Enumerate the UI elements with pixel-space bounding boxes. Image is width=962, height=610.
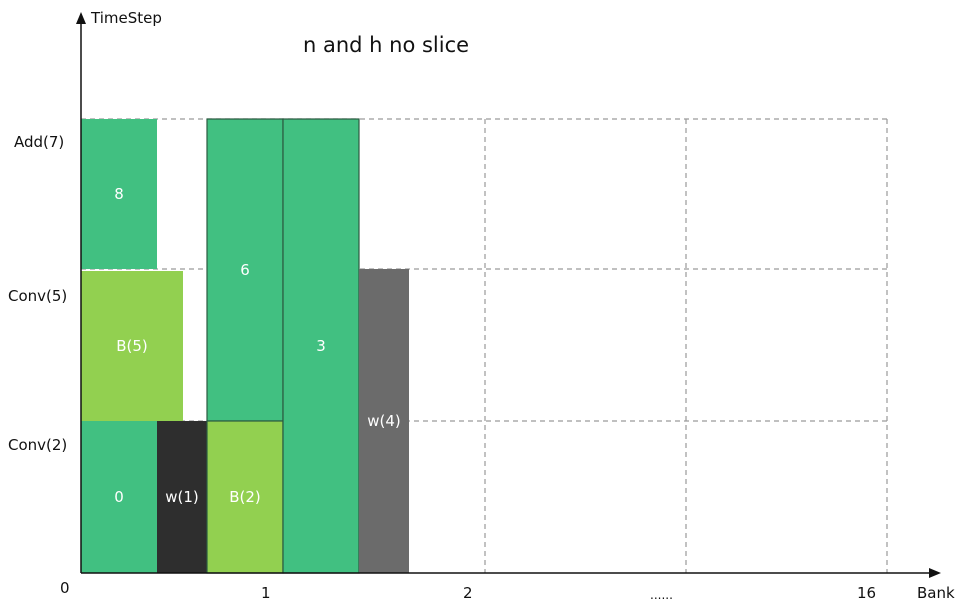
blocks [81,118,409,574]
block-0-label: 0 [114,488,124,506]
x-tick-1: 1 [261,584,271,602]
y-axis-label: TimeStep [91,9,162,27]
block-6-label: 6 [240,261,250,279]
block-w4-label: w(4) [367,412,401,430]
diagram-title: n and h no slice [303,33,470,57]
x-tick-16: 16 [857,584,877,602]
block-w1-rect [157,421,207,573]
block-b5-rect [81,271,183,421]
x-tick-ellipsis: ...... [650,588,673,602]
block-3-label: 3 [316,337,326,355]
block-b5-label: B(5) [116,337,148,355]
y-tick-conv2: Conv(2) [8,436,68,454]
block-b2-label: B(2) [229,488,261,506]
block-6-rect [206,118,284,422]
y-tick-add7: Add(7) [14,133,65,151]
x-axis-label: Bank [917,584,955,602]
origin-label: 0 [60,579,70,597]
block-0-rect [81,421,157,573]
axes [76,12,941,578]
block-8-rect [81,119,157,269]
block-w1-label: w(1) [165,488,199,506]
x-tick-2: 2 [463,584,473,602]
block-w4-rect [359,269,409,573]
y-tick-conv5: Conv(5) [8,287,68,305]
y-axis-arrow [76,12,86,24]
x-axis-arrow [929,568,941,578]
block-8-label: 8 [114,185,124,203]
